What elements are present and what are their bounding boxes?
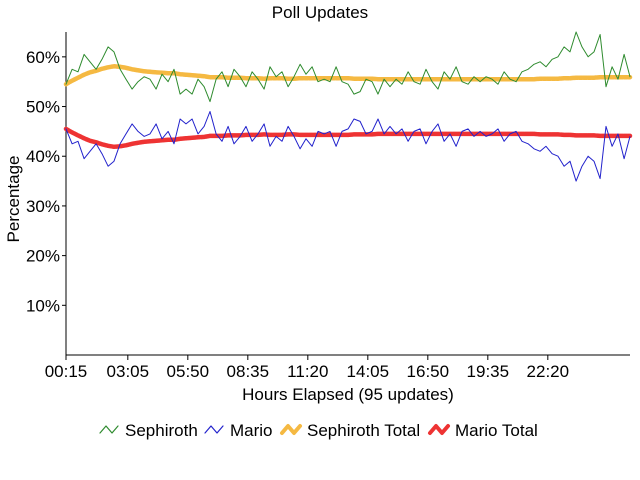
y-tick-label: 40% [26,147,60,166]
x-tick-label: 00:15 [45,362,88,381]
legend-label: Sephiroth [125,421,198,440]
x-tick-label: 16:50 [407,362,450,381]
series-line-mario [65,111,631,182]
legend: Sephiroth Mario Sephiroth Total Mario Total [99,421,538,440]
y-tick-label: 60% [26,48,60,67]
x-axis-label: Hours Elapsed (95 updates) [242,385,454,404]
series-layer [63,31,633,182]
legend-item: Sephiroth Total [280,421,420,440]
series-line-sephiroth-total [63,64,633,87]
legend-label: Mario [230,421,273,440]
legend-label: Sephiroth Total [307,421,420,440]
legend-swatch [428,424,450,435]
legend-swatch [204,425,224,434]
chart-title: Poll Updates [272,3,368,22]
x-tick-label: 14:05 [347,362,390,381]
series-line-mario-total [63,126,633,150]
y-ticks: 10% 20% 30% 40% 50% 60% [26,48,66,315]
x-tick-label: 08:35 [227,362,270,381]
y-axis-label: Percentage [4,156,23,243]
x-ticks: 00:15 03:05 05:50 08:35 11:20 14:05 16:50 19:35… [45,355,569,381]
legend-item: Mario [204,421,273,440]
y-tick-label: 10% [26,296,60,315]
legend-swatch [99,425,119,434]
x-tick-label: 03:05 [107,362,150,381]
series-line-sephiroth [65,31,631,103]
x-tick-label: 05:50 [167,362,210,381]
y-tick-label: 50% [26,98,60,117]
x-tick-label: 19:35 [467,362,510,381]
x-tick-label: 22:20 [527,362,570,381]
legend-swatch [280,424,302,435]
legend-label: Mario Total [455,421,538,440]
legend-item: Mario Total [428,421,538,440]
y-tick-label: 20% [26,247,60,266]
x-tick-label: 11:20 [287,362,328,381]
y-tick-label: 30% [26,197,60,216]
legend-item: Sephiroth [99,421,198,440]
